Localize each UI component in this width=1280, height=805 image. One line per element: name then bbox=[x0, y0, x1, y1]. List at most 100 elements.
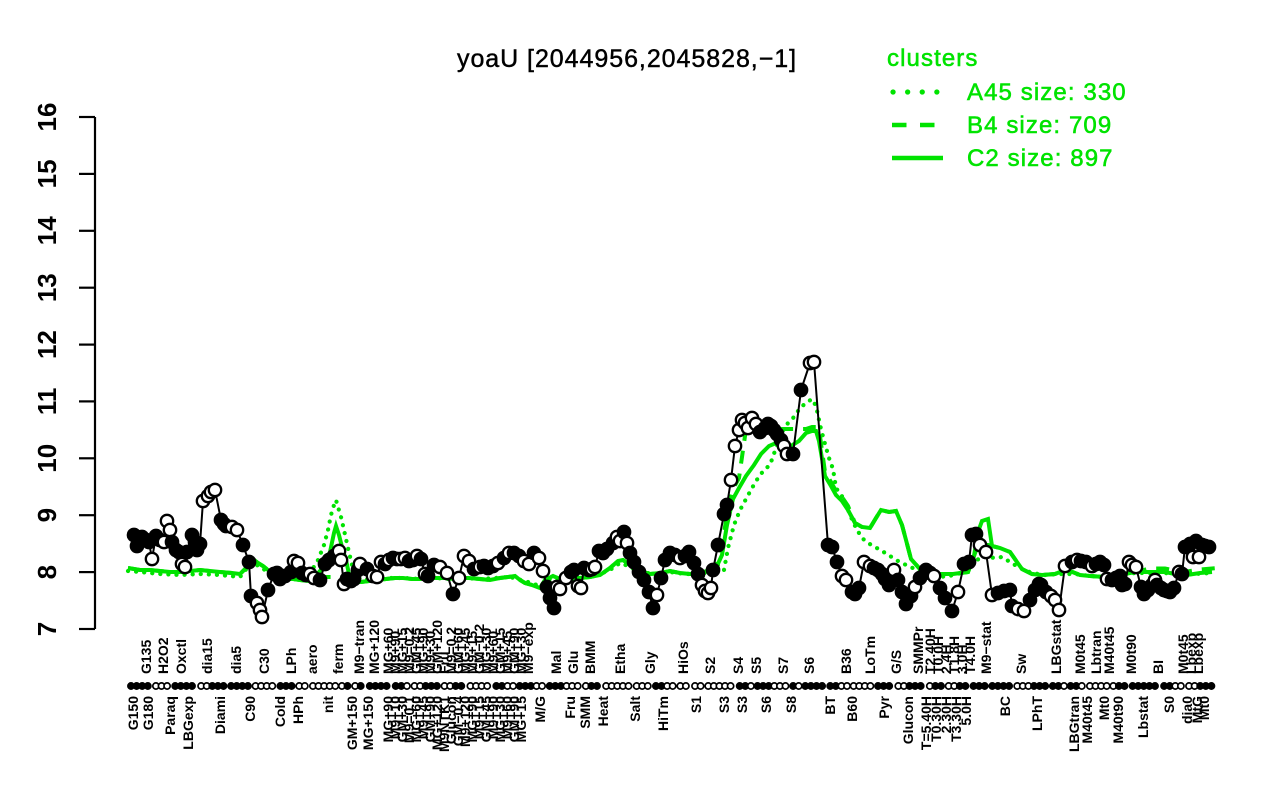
svg-text:T=5.40H: T=5.40H bbox=[918, 696, 934, 750]
svg-text:GM+90: GM+90 bbox=[506, 696, 522, 743]
svg-text:LBGexp: LBGexp bbox=[180, 696, 196, 750]
svg-text:S1: S1 bbox=[688, 696, 704, 713]
svg-text:SMM: SMM bbox=[577, 696, 593, 729]
svg-text:A45 size: 330: A45 size: 330 bbox=[967, 79, 1127, 106]
svg-text:T2.40H: T2.40H bbox=[922, 628, 938, 674]
svg-text:Lbexp: Lbexp bbox=[1190, 633, 1206, 674]
svg-text:M9+15: M9+15 bbox=[464, 631, 480, 674]
svg-text:MG+150: MG+150 bbox=[360, 696, 376, 750]
svg-text:S6: S6 bbox=[758, 696, 774, 713]
svg-text:B4 size: 709: B4 size: 709 bbox=[967, 112, 1112, 139]
svg-text:5.0H: 5.0H bbox=[958, 696, 974, 726]
svg-text:Salt: Salt bbox=[627, 696, 643, 722]
svg-text:M9+30: M9+30 bbox=[422, 631, 438, 674]
svg-text:GM+60: GM+60 bbox=[450, 627, 466, 674]
svg-text:MG+90: MG+90 bbox=[380, 696, 396, 743]
svg-text:Fru: Fru bbox=[436, 651, 452, 674]
svg-text:15: 15 bbox=[32, 159, 62, 188]
svg-text:S8: S8 bbox=[783, 696, 799, 713]
svg-text:M40t90: M40t90 bbox=[1110, 696, 1126, 744]
svg-text:T0.30H: T0.30H bbox=[928, 696, 944, 742]
svg-text:M0t45: M0t45 bbox=[1175, 634, 1191, 674]
svg-text:T1.8H: T1.8H bbox=[946, 636, 962, 674]
svg-text:M9+10: M9+10 bbox=[387, 696, 403, 739]
svg-text:MG+120: MG+120 bbox=[429, 696, 445, 750]
svg-text:10: 10 bbox=[32, 444, 62, 473]
svg-text:C30: C30 bbox=[256, 648, 272, 674]
svg-text:LPh: LPh bbox=[283, 648, 299, 674]
svg-text:HPh: HPh bbox=[290, 696, 306, 724]
svg-text:M9=0.2: M9=0.2 bbox=[401, 627, 417, 674]
svg-text:Gly: Gly bbox=[642, 651, 658, 674]
svg-text:aero: aero bbox=[304, 644, 320, 674]
svg-text:M9−tran: M9−tran bbox=[351, 620, 367, 674]
svg-text:14: 14 bbox=[32, 216, 62, 245]
svg-text:16: 16 bbox=[32, 103, 62, 132]
svg-text:2.4H: 2.4H bbox=[938, 644, 954, 674]
svg-text:GM+90: GM+90 bbox=[506, 627, 522, 674]
svg-text:M9=0.2: M9=0.2 bbox=[443, 627, 459, 674]
svg-text:GM+90: GM+90 bbox=[422, 696, 438, 743]
svg-text:BC: BC bbox=[997, 696, 1013, 716]
svg-text:Cold: Cold bbox=[272, 696, 288, 727]
svg-text:S0: S0 bbox=[1161, 696, 1177, 713]
svg-text:Mt0: Mt0 bbox=[1096, 696, 1112, 720]
svg-text:Glucon: Glucon bbox=[443, 696, 459, 744]
svg-text:MG+30: MG+30 bbox=[513, 627, 529, 674]
svg-text:GM+45: GM+45 bbox=[408, 627, 424, 674]
svg-text:Etha: Etha bbox=[612, 643, 628, 674]
svg-text:LPhT: LPhT bbox=[1029, 696, 1045, 731]
svg-text:MG+30: MG+30 bbox=[478, 627, 494, 674]
svg-text:G135: G135 bbox=[138, 640, 154, 674]
svg-text:dia0: dia0 bbox=[1179, 696, 1195, 724]
svg-text:M0t90: M0t90 bbox=[1123, 634, 1139, 674]
svg-text:Fru: Fru bbox=[562, 696, 578, 719]
svg-text:M9+45: M9+45 bbox=[499, 631, 515, 674]
svg-text:M/G: M/G bbox=[532, 696, 548, 723]
svg-text:MG+90: MG+90 bbox=[415, 627, 431, 674]
svg-text:T3.30H: T3.30H bbox=[948, 696, 964, 742]
svg-text:M9+15: M9+15 bbox=[471, 696, 487, 739]
svg-text:BI: BI bbox=[1150, 660, 1166, 674]
svg-text:S3: S3 bbox=[716, 696, 732, 713]
svg-text:MG+15: MG+15 bbox=[513, 696, 529, 743]
svg-text:H2O2: H2O2 bbox=[155, 637, 171, 674]
svg-text:C90: C90 bbox=[242, 696, 258, 722]
svg-text:GM−0.4: GM−0.4 bbox=[450, 696, 466, 746]
svg-text:MtG: MtG bbox=[1189, 696, 1205, 723]
svg-text:Mt0: Mt0 bbox=[1196, 696, 1212, 720]
svg-text:7: 7 bbox=[32, 622, 62, 636]
svg-text:Glu: Glu bbox=[565, 651, 581, 674]
svg-text:S2: S2 bbox=[702, 657, 718, 674]
svg-text:S3: S3 bbox=[734, 696, 750, 713]
svg-text:T0.0H: T0.0H bbox=[930, 636, 946, 674]
svg-text:GM+30: GM+30 bbox=[394, 696, 410, 743]
svg-text:ferm: ferm bbox=[330, 644, 346, 674]
svg-text:S4: S4 bbox=[730, 657, 746, 674]
svg-text:B36: B36 bbox=[838, 648, 854, 674]
svg-text:MG+60: MG+60 bbox=[380, 627, 396, 674]
svg-text:MG+120: MG+120 bbox=[366, 620, 382, 674]
svg-text:M9+45: M9+45 bbox=[415, 696, 431, 739]
svg-text:M9−exp: M9−exp bbox=[520, 622, 536, 674]
svg-text:yoaU [2044956,2045828,−1]: yoaU [2044956,2045828,−1] bbox=[457, 45, 797, 73]
svg-text:Glucon: Glucon bbox=[900, 696, 916, 744]
svg-text:M40t45: M40t45 bbox=[1101, 626, 1117, 674]
svg-text:13: 13 bbox=[32, 273, 62, 302]
svg-text:3.0H: 3.0H bbox=[954, 644, 970, 674]
svg-text:HiTm: HiTm bbox=[655, 696, 671, 731]
svg-text:SMMPr: SMMPr bbox=[910, 626, 926, 674]
svg-text:B60: B60 bbox=[844, 696, 860, 722]
svg-text:GM+45: GM+45 bbox=[478, 696, 494, 743]
svg-text:Mal: Mal bbox=[548, 651, 564, 674]
svg-text:M9−stat: M9−stat bbox=[978, 621, 994, 674]
svg-text:T4.0H: T4.0H bbox=[962, 636, 978, 674]
svg-text:MG+45: MG+45 bbox=[457, 627, 473, 674]
svg-text:MG+60: MG+60 bbox=[408, 696, 424, 743]
svg-text:nit: nit bbox=[320, 696, 336, 713]
svg-text:Lbtran: Lbtran bbox=[1088, 630, 1104, 674]
svg-text:M9+120: M9+120 bbox=[457, 696, 473, 747]
svg-text:12: 12 bbox=[32, 330, 62, 359]
svg-text:9: 9 bbox=[32, 508, 62, 522]
svg-text:M9=0.1: M9=0.1 bbox=[401, 696, 417, 743]
